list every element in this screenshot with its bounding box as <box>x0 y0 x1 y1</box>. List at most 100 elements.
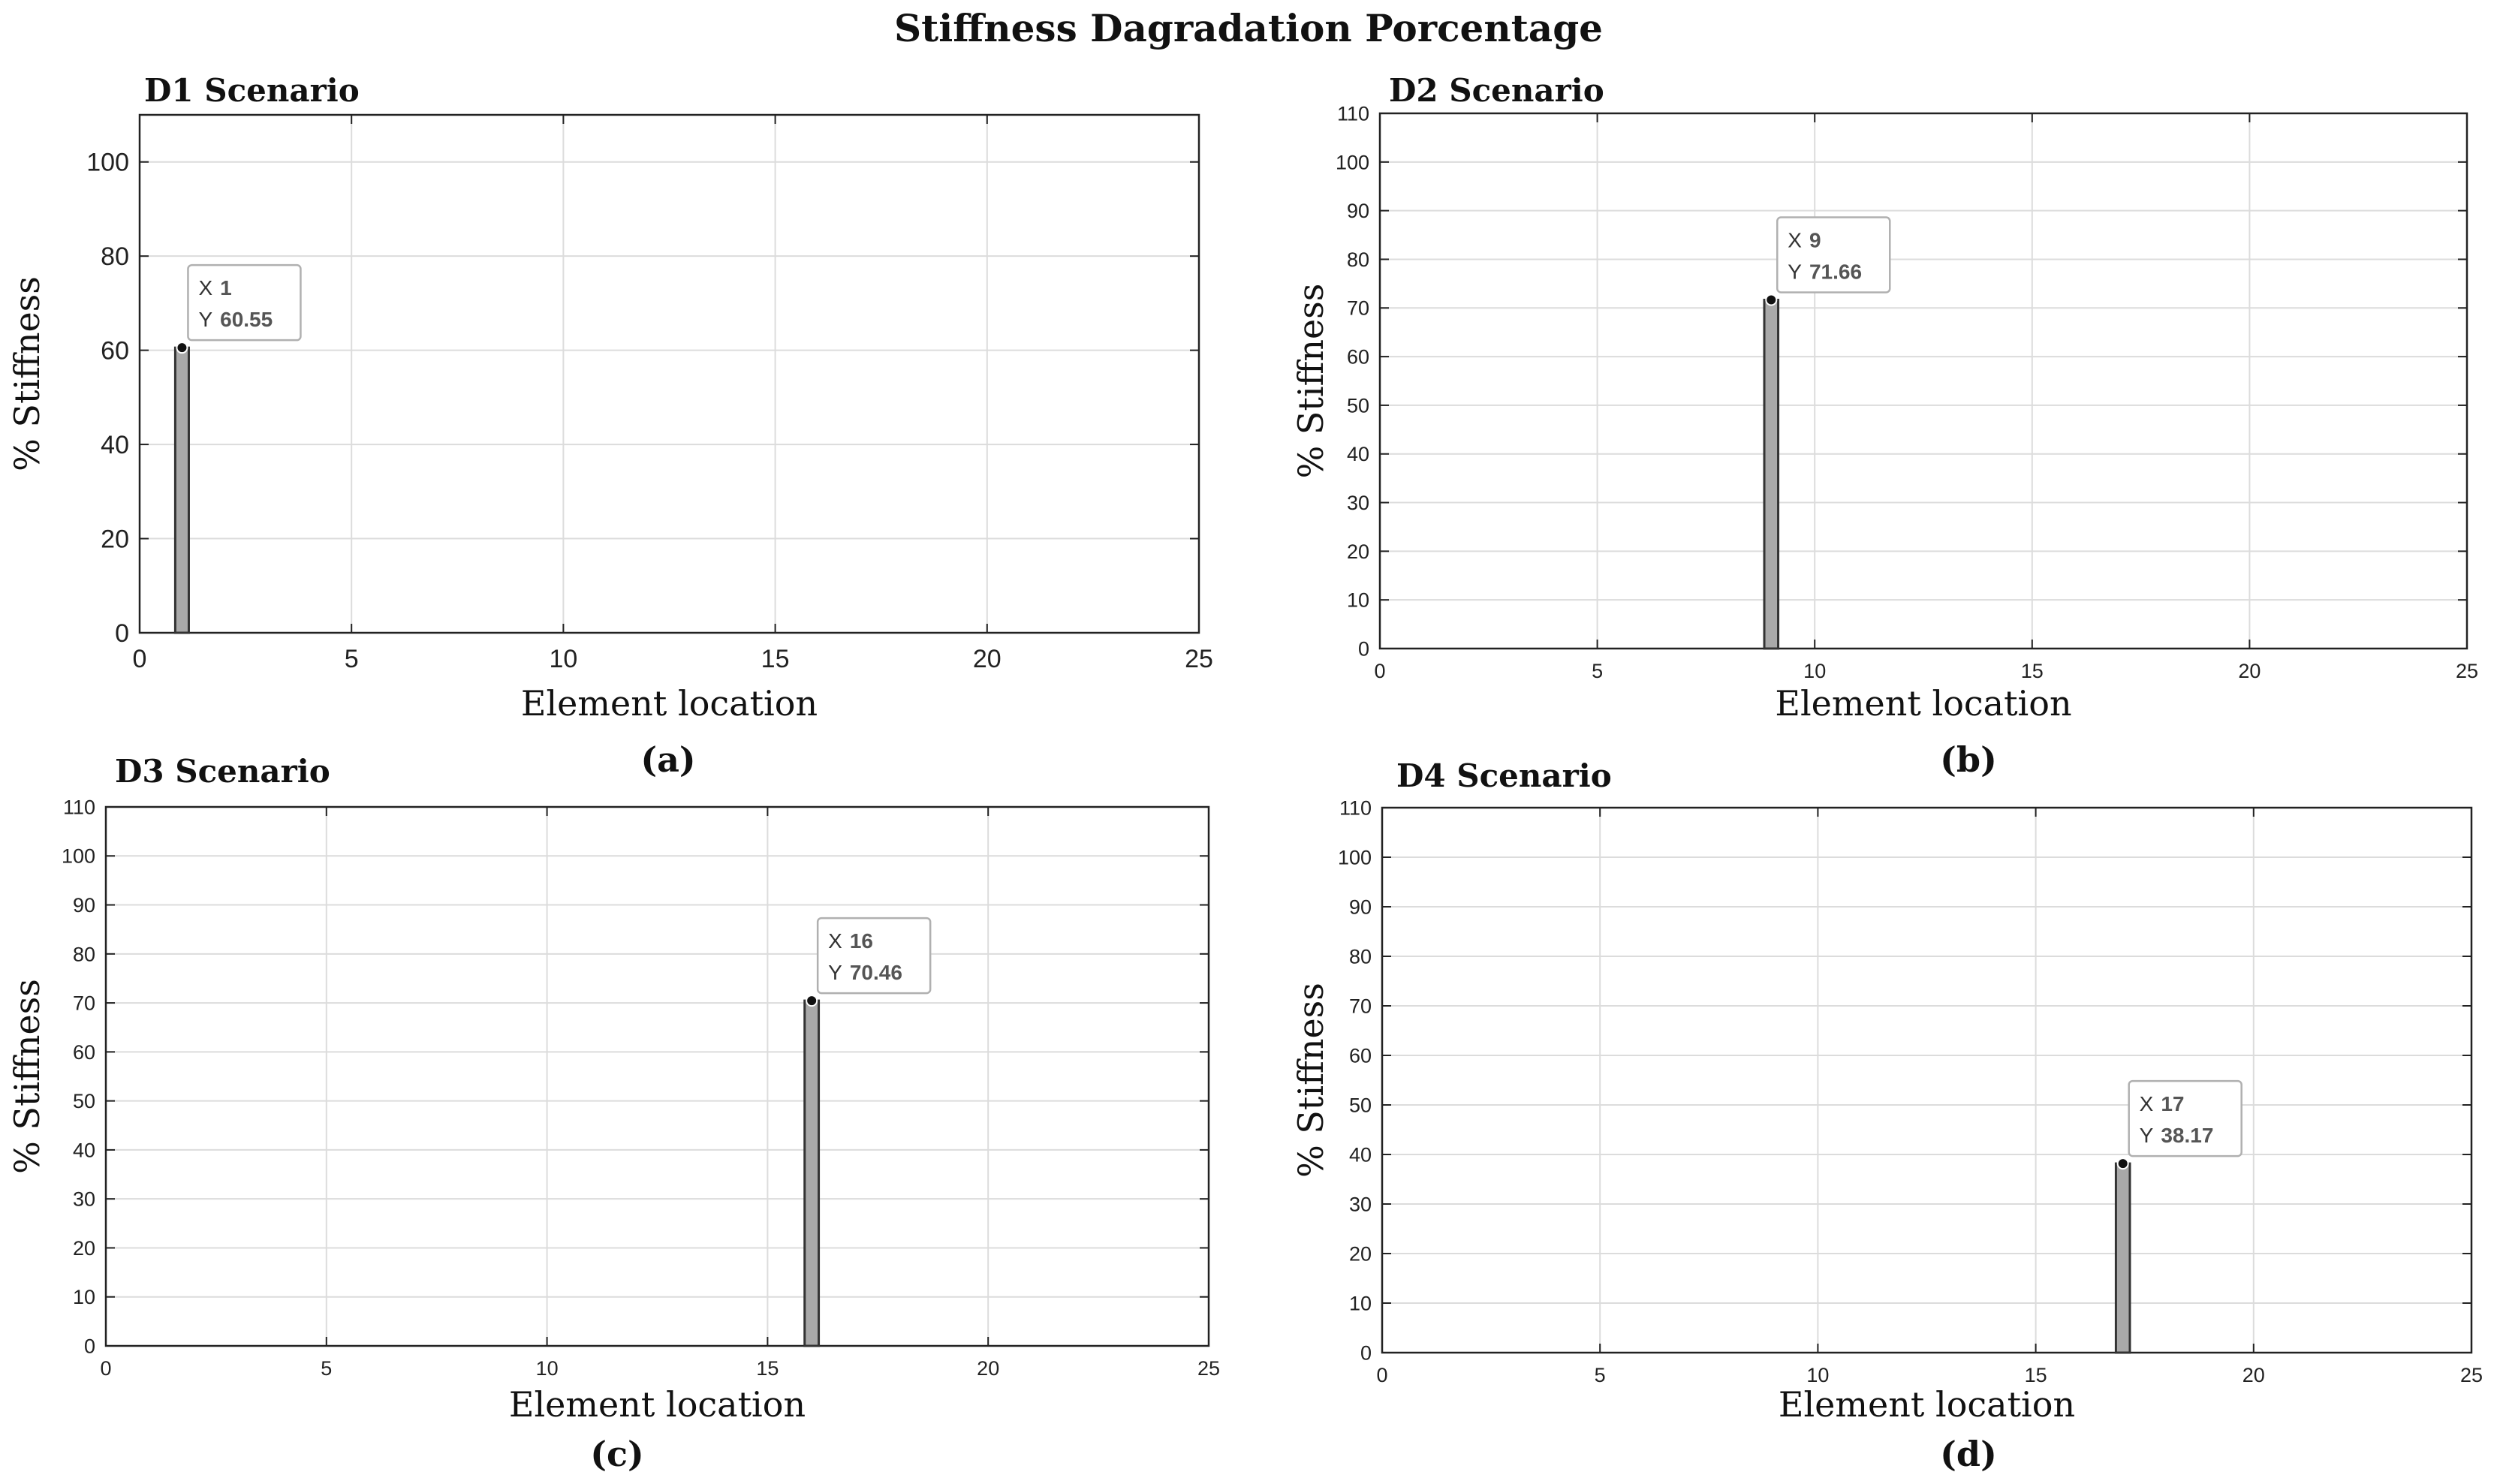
datatip-box <box>816 917 932 995</box>
bar <box>803 999 821 1347</box>
x-tick-label: 10 <box>549 645 577 673</box>
datatip-x-value: 17 <box>2161 1092 2184 1115</box>
x-tick-label: 10 <box>1803 660 1826 682</box>
y-tick-label: 30 <box>1347 492 1369 514</box>
datatip-y-label: Y <box>1788 260 1802 284</box>
x-tick-label: 25 <box>1185 645 1213 673</box>
datatip-y-row: Y 60.55 <box>198 308 273 331</box>
chart-panel-c: 0 5 10 15 20 25 0 10 20 30 40 50 60 70 80 90 100 110 D3 Sc… <box>7 753 1220 1474</box>
datatip-y-row: Y 38.17 <box>2140 1124 2214 1147</box>
panel-title: D4 Scenario <box>1396 757 1612 794</box>
y-tick-label: 20 <box>73 1237 95 1260</box>
y-tick-label: 20 <box>101 525 129 553</box>
y-tick-label: 60 <box>73 1041 95 1064</box>
bar <box>2114 1162 2131 1354</box>
x-tick-label: 15 <box>2021 660 2044 682</box>
x-tick-label: 5 <box>321 1357 332 1380</box>
x-tick-label: 5 <box>1592 660 1603 682</box>
axes-frame <box>1381 806 2473 1354</box>
datatip-box <box>187 263 302 342</box>
y-tick-label: 70 <box>73 992 95 1015</box>
panel-caption: (c) <box>590 1434 644 1474</box>
y-tick-label: 100 <box>62 845 95 868</box>
y-tick-label: 80 <box>1349 945 1372 968</box>
datatip-y-value: 60.55 <box>220 308 273 331</box>
y-tick-label: 110 <box>1337 102 1369 125</box>
y-tick-label: 80 <box>101 242 129 271</box>
datatip-y-label: Y <box>828 961 842 984</box>
panel-caption: (b) <box>1940 739 1997 780</box>
chart-panel-b: 0 5 10 15 20 25 0 10 20 30 40 50 60 70 80 90 100 110 D2 Sc… <box>1291 72 2478 780</box>
y-tick-label: 0 <box>84 1335 95 1357</box>
y-tick-label: 70 <box>1347 297 1369 320</box>
datatip: X 9Y 71.66 <box>1776 216 1891 293</box>
x-axis-label: Element location <box>1779 1384 2075 1425</box>
y-tick-label: 100 <box>86 149 129 177</box>
datatip-marker <box>2116 1157 2129 1170</box>
panel-caption: (a) <box>640 739 695 780</box>
x-axis-label: Element location <box>1775 683 2071 724</box>
plot-area <box>140 115 1199 633</box>
y-tick-label: 0 <box>1360 1341 1372 1364</box>
datatip-y-label: Y <box>198 308 212 331</box>
y-tick-label: 10 <box>1349 1292 1372 1314</box>
x-tick-label: 25 <box>2456 660 2478 682</box>
panel-title: D2 Scenario <box>1389 72 1604 109</box>
y-tick-label: 0 <box>115 619 129 648</box>
y-tick-label: 0 <box>1358 637 1369 660</box>
y-axis-label: % Stiffness <box>1291 983 1331 1178</box>
y-tick-label: 20 <box>1347 540 1369 563</box>
datatip-x-row: X 17 <box>2140 1092 2185 1115</box>
x-tick-label: 20 <box>973 645 1002 673</box>
y-tick-label: 50 <box>1347 394 1369 417</box>
datatip: X 1Y 60.55 <box>187 263 302 342</box>
datatip-y-label: Y <box>2140 1124 2154 1147</box>
datatip-x-label: X <box>828 929 842 953</box>
y-tick-label: 60 <box>101 337 129 366</box>
y-tick-label: 50 <box>73 1090 95 1112</box>
x-tick-label: 0 <box>133 645 147 673</box>
y-axis-label: % Stiffness <box>7 979 47 1174</box>
axes-frame <box>104 805 1210 1347</box>
x-axis-label: Element location <box>521 683 818 724</box>
x-tick-label: 15 <box>2025 1364 2047 1386</box>
plot-area <box>106 807 1209 1346</box>
datatip-marker <box>176 342 188 354</box>
y-axis-label: % Stiffness <box>1291 284 1331 479</box>
datatip-marker <box>1765 293 1778 306</box>
plot-area <box>1382 808 2471 1353</box>
x-tick-label: 0 <box>100 1357 111 1380</box>
datatip: X 16 Y 70.46 <box>816 917 932 995</box>
x-tick-label: 20 <box>977 1357 999 1380</box>
y-tick-label: 40 <box>73 1139 95 1161</box>
y-tick-label: 90 <box>1349 896 1372 918</box>
datatip-box <box>1776 216 1891 293</box>
figure-title: Stiffness Dagradation Porcentage <box>894 6 1603 50</box>
y-tick-label: 100 <box>1336 151 1369 173</box>
bar <box>173 346 190 634</box>
datatip-x-value: 1 <box>220 276 232 300</box>
y-tick-label: 10 <box>73 1286 95 1308</box>
y-tick-label: 20 <box>1349 1242 1372 1265</box>
y-tick-label: 40 <box>1349 1143 1372 1166</box>
datatip-x-value: 9 <box>1809 229 1821 252</box>
x-tick-label: 20 <box>2242 1364 2265 1386</box>
y-axis-label: % Stiffness <box>7 276 47 471</box>
datatip-x-value: 16 <box>850 929 873 953</box>
chart-panel-d: 0 5 10 15 20 25 0 10 20 30 40 50 60 70 80 90 100 110 D4 Sc… <box>1291 757 2483 1474</box>
datatip-y-row: Y 70.46 <box>828 961 902 984</box>
bar <box>1763 299 1780 650</box>
y-tick-label: 30 <box>1349 1193 1372 1215</box>
plot-area <box>1380 113 2467 649</box>
y-tick-label: 80 <box>1347 248 1369 271</box>
datatip: X 17 Y 38.17 <box>2128 1079 2242 1157</box>
y-tick-label: 60 <box>1347 346 1369 369</box>
x-tick-label: 20 <box>2238 660 2261 682</box>
y-tick-label: 100 <box>1338 846 1372 868</box>
y-tick-label: 40 <box>101 431 129 459</box>
y-tick-label: 90 <box>73 894 95 917</box>
x-tick-label: 5 <box>345 645 359 673</box>
